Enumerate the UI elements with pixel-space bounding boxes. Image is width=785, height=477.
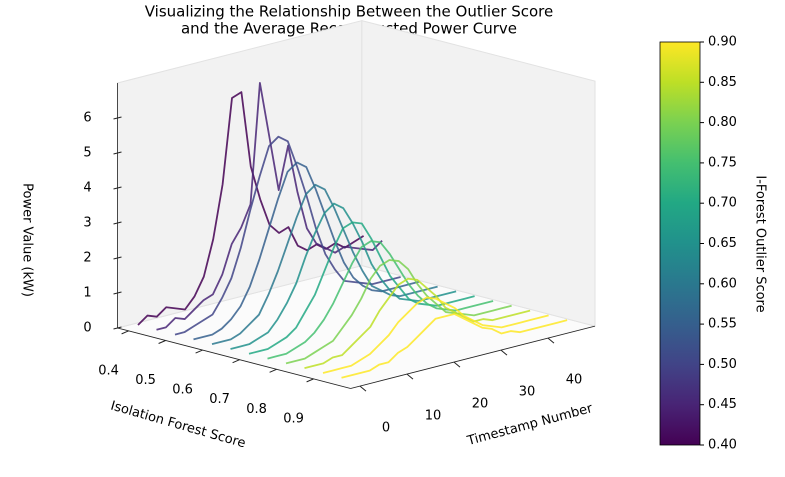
- plot-area: 0 1 2 3 4 5 6 0.4 0.5 0.6 0.7 0.8 0.9 0 10 20 30 40: [83, 19, 596, 436]
- power-curve: [285, 259, 512, 365]
- y-tick: [306, 378, 314, 383]
- power-curve: [156, 81, 383, 331]
- power-curve: [230, 202, 457, 350]
- colorbar-tick-label: 0.90: [708, 35, 737, 50]
- colorbar-tick-label: 0.45: [708, 397, 737, 412]
- colorbar-tick-label: 0.85: [708, 75, 737, 90]
- z-tick-label: 2: [83, 251, 91, 266]
- y-tick-label: 0.4: [98, 363, 119, 378]
- power-curve: [267, 240, 494, 360]
- power-curve: [341, 313, 568, 379]
- x-tick: [406, 373, 414, 380]
- colorbar-label: I-Forest Outlier Score: [753, 175, 768, 312]
- y-tick: [195, 349, 203, 354]
- x-tick: [359, 385, 367, 392]
- y-tick-label: 0.6: [172, 383, 193, 398]
- z-tick-label: 0: [83, 321, 91, 336]
- z-tick-label: 3: [83, 216, 91, 231]
- y-tick-label: 0.9: [283, 411, 304, 426]
- colorbar-tick-label: 0.60: [708, 276, 737, 291]
- z-tick-label: 4: [83, 181, 91, 196]
- x-tick: [500, 349, 508, 356]
- side-pane: [361, 19, 596, 327]
- colorbar-tick-label: 0.70: [708, 196, 737, 211]
- power-curve: [304, 277, 531, 370]
- z-tick-label: 6: [83, 111, 91, 126]
- z-tick: [113, 256, 122, 260]
- y-tick-label: 0.5: [135, 373, 156, 388]
- colorbar: [659, 41, 701, 446]
- y-tick: [158, 340, 166, 344]
- x-axis-line: [350, 325, 596, 389]
- x-tick-label: 0: [382, 421, 390, 436]
- y-axis-line: [117, 327, 351, 389]
- x-tick-label: 30: [519, 385, 536, 400]
- x-tick: [547, 337, 555, 344]
- z-tick: [113, 291, 122, 295]
- power-curve: [211, 183, 438, 346]
- y-tick-label: 0.8: [246, 402, 267, 417]
- z-tick: [113, 186, 122, 190]
- z-tick: [113, 326, 122, 330]
- x-tick: [453, 361, 461, 368]
- y-tick: [232, 359, 240, 364]
- chart-title: Visualizing the Relationship Between the…: [145, 3, 554, 21]
- colorbar-tick-label: 0.50: [708, 357, 737, 372]
- power-curve: [248, 221, 475, 355]
- y-tick-label: 0.7: [209, 392, 230, 407]
- power-curve: [322, 296, 549, 374]
- colorbar-tick-label: 0.65: [708, 236, 737, 251]
- x-tick-label: 10: [425, 409, 442, 424]
- colorbar-tick-label: 0.80: [708, 115, 737, 130]
- z-tick: [113, 221, 122, 225]
- z-tick-label: 1: [83, 286, 91, 301]
- z-tick: [113, 151, 122, 155]
- x-tick-label: 20: [472, 397, 489, 412]
- y-tick: [269, 368, 277, 373]
- y-tick: [121, 330, 129, 335]
- power-curve: [174, 135, 401, 336]
- colorbar-tick-label: 0.40: [708, 438, 737, 453]
- z-tick: [113, 116, 122, 120]
- colorbar-tick-label: 0.55: [708, 317, 737, 332]
- z-tick-label: 5: [83, 146, 91, 161]
- x-tick-label: 40: [566, 373, 583, 388]
- z-axis-label: Power Value (kW): [20, 183, 35, 297]
- colorbar-tick-label: 0.75: [708, 155, 737, 170]
